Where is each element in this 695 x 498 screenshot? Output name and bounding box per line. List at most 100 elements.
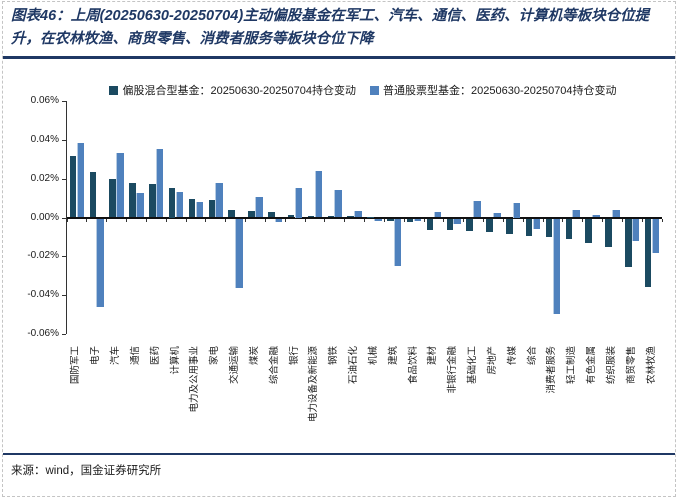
source-text: 来源：wind，国金证券研究所	[11, 465, 162, 477]
x-axis-category-label: 煤炭	[249, 341, 260, 365]
bar-hybrid-fund	[347, 215, 354, 218]
bar-equity-fund	[374, 219, 382, 221]
category-tick	[483, 218, 484, 222]
x-axis-category-text: 国防军工	[70, 346, 82, 385]
bar-hybrid-fund	[426, 219, 434, 230]
bar-hybrid-fund	[307, 215, 315, 218]
bar-hybrid-fund	[644, 219, 652, 287]
x-axis-category-label: 银行	[289, 341, 300, 365]
category-tick	[86, 218, 88, 222]
bar-hybrid-fund	[168, 188, 176, 218]
figure-title: 图表46：上周(20250630-20250704)主动偏股基金在军工、汽车、通…	[11, 8, 650, 47]
x-axis-category-text: 医药	[149, 346, 161, 366]
bar-equity-fund	[572, 209, 580, 218]
bar-hybrid-fund	[109, 178, 116, 218]
bar-equity-fund	[512, 202, 521, 218]
bar-hybrid-fund	[188, 199, 196, 218]
category-tick	[542, 218, 544, 222]
category-tick	[562, 218, 564, 222]
x-axis-category-text: 食品饮料	[407, 346, 419, 385]
x-axis-category-label: 轻工制造	[566, 341, 577, 384]
bar-equity-fund	[651, 219, 660, 253]
x-axis-category-label: 消费者服务	[546, 341, 557, 394]
x-axis-category-text: 电力设备及新能源	[308, 346, 320, 423]
bar-hybrid-fund	[466, 219, 473, 231]
x-axis-category-label: 医药	[150, 341, 161, 365]
bar-hybrid-fund	[89, 171, 97, 218]
bar-equity-fund	[552, 219, 561, 315]
x-axis-category-label: 房地产	[487, 341, 498, 375]
category-tick	[344, 218, 346, 222]
bar-equity-fund	[235, 219, 243, 288]
x-axis-category-label: 非银行金融	[447, 341, 458, 394]
bar-hybrid-fund	[486, 219, 493, 232]
bar-equity-fund	[215, 182, 223, 218]
x-axis-category-label: 石油石化	[348, 341, 359, 384]
y-axis-tick	[62, 178, 66, 180]
bar-hybrid-fund	[506, 219, 513, 234]
x-axis-category-text: 纺织服装	[605, 346, 617, 385]
x-axis-category-text: 家电	[209, 346, 221, 366]
bar-hybrid-fund	[129, 182, 136, 218]
x-axis-category-text: 石油石化	[348, 346, 360, 385]
bar-equity-fund	[433, 211, 442, 218]
category-tick	[145, 218, 147, 222]
category-tick	[205, 218, 207, 222]
category-tick	[383, 218, 385, 222]
category-tick	[324, 218, 326, 222]
bar-equity-fund	[136, 193, 144, 218]
bar-hybrid-fund	[327, 215, 335, 218]
category-tick	[443, 218, 445, 222]
x-axis-category-text: 煤炭	[248, 346, 260, 366]
x-axis-category-text: 通信	[129, 346, 141, 366]
category-tick	[661, 218, 663, 222]
y-axis-tick-label: -0.06%	[27, 328, 59, 339]
category-tick	[225, 218, 227, 222]
bar-equity-fund	[413, 219, 422, 221]
category-tick	[284, 218, 286, 222]
x-axis-category-text: 计算机	[169, 346, 181, 375]
category-tick	[304, 218, 306, 222]
source-divider	[3, 453, 675, 455]
category-tick	[602, 218, 603, 222]
title-divider	[3, 56, 675, 59]
category-tick	[165, 218, 167, 222]
bar-hybrid-fund	[69, 156, 77, 218]
bar-equity-fund	[116, 153, 124, 218]
x-axis-category-label: 农林牧渔	[646, 341, 657, 384]
bar-hybrid-fund	[605, 219, 612, 248]
bar-hybrid-fund	[268, 211, 275, 218]
bar-equity-fund	[274, 219, 283, 222]
category-tick	[403, 218, 405, 222]
y-axis-tick-label: 0.06%	[30, 95, 59, 106]
x-axis-category-label: 计算机	[170, 341, 181, 375]
zero-axis-line	[67, 217, 662, 219]
x-axis-category-label: 食品饮料	[408, 341, 419, 384]
bar-hybrid-fund	[149, 183, 156, 218]
bar-equity-fund	[493, 212, 501, 218]
bar-equity-fund	[532, 219, 541, 229]
x-axis-category-text: 建材	[427, 346, 439, 366]
y-axis-tick-label: 0.02%	[30, 172, 59, 184]
x-axis-category-text: 银行	[288, 346, 300, 366]
x-axis-category-text: 建筑	[387, 346, 399, 366]
y-axis-tick-label: -0.04%	[27, 289, 59, 301]
x-axis-category-text: 基础化工	[467, 346, 479, 385]
bar-hybrid-fund	[525, 219, 533, 237]
x-axis-category-label: 综合	[527, 341, 538, 365]
bar-equity-fund	[294, 188, 303, 218]
category-tick	[264, 218, 266, 222]
legend-item: 普通股票型基金：20250630-20250704持仓变动	[370, 82, 617, 98]
bar-hybrid-fund	[387, 219, 394, 221]
x-axis-category-label: 汽车	[110, 341, 121, 365]
x-axis-category-text: 电力及公用事业	[189, 346, 201, 413]
category-tick	[582, 218, 584, 222]
bar-equity-fund	[76, 142, 85, 218]
x-axis-category-text: 电子	[90, 346, 102, 366]
bar-hybrid-fund	[248, 210, 255, 218]
category-tick	[185, 218, 187, 222]
x-axis-category-label: 纺织服装	[606, 341, 617, 384]
x-axis-category-label: 电力设备及新能源	[308, 341, 319, 422]
bar-equity-fund	[155, 148, 164, 218]
category-tick	[621, 218, 623, 222]
